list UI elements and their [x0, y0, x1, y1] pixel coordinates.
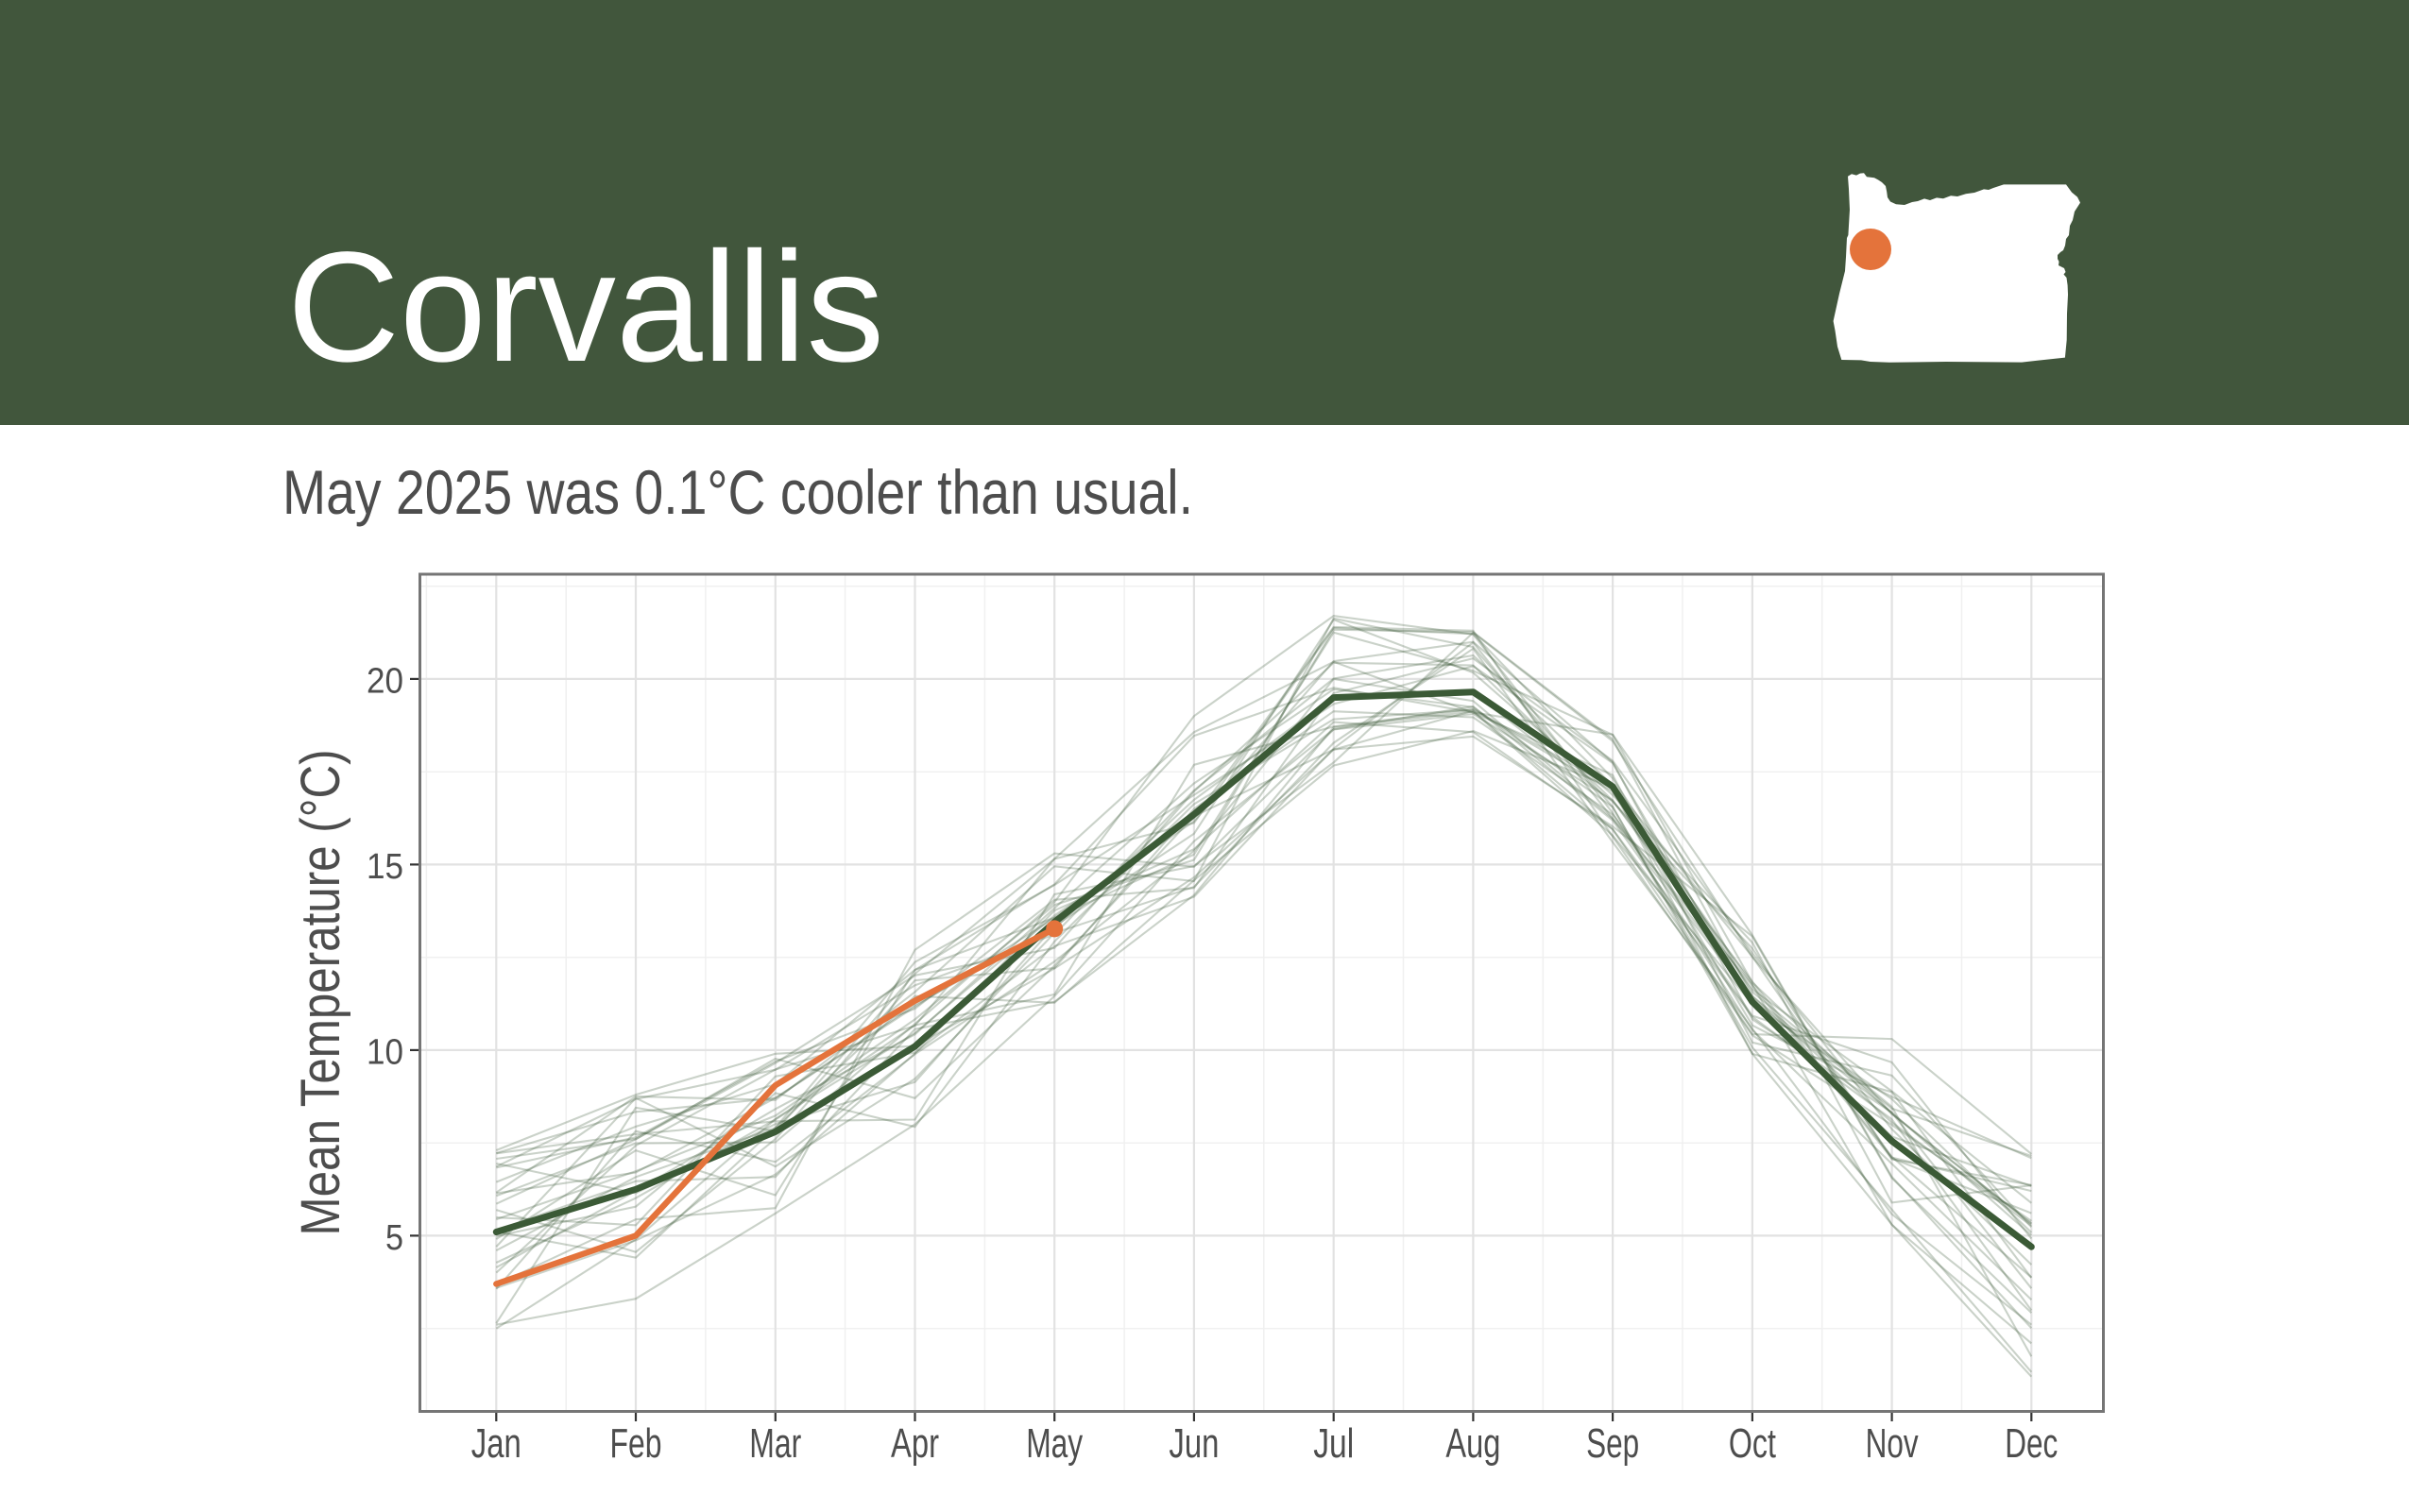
svg-text:10: 10 [367, 1032, 403, 1072]
svg-text:Jul: Jul [1313, 1420, 1354, 1467]
svg-text:Oct: Oct [1729, 1420, 1776, 1467]
svg-text:May 2025 was 0.1°C cooler than: May 2025 was 0.1°C cooler than usual. [282, 457, 1193, 527]
svg-text:Sep: Sep [1586, 1420, 1639, 1467]
svg-text:May: May [1026, 1420, 1083, 1467]
svg-text:5: 5 [385, 1218, 403, 1258]
svg-text:Jun: Jun [1169, 1420, 1219, 1467]
svg-text:Apr: Apr [891, 1420, 939, 1467]
svg-text:Nov: Nov [1866, 1420, 1919, 1467]
svg-text:Jan: Jan [471, 1420, 521, 1467]
svg-text:Mean Temperature (°C): Mean Temperature (°C) [290, 750, 351, 1236]
svg-text:Aug: Aug [1445, 1420, 1500, 1467]
svg-text:Dec: Dec [2005, 1420, 2058, 1467]
svg-text:Mar: Mar [749, 1420, 801, 1467]
svg-text:20: 20 [367, 661, 403, 701]
svg-text:Feb: Feb [610, 1420, 662, 1467]
svg-text:Corvallis: Corvallis [287, 220, 884, 395]
svg-text:15: 15 [367, 847, 403, 887]
